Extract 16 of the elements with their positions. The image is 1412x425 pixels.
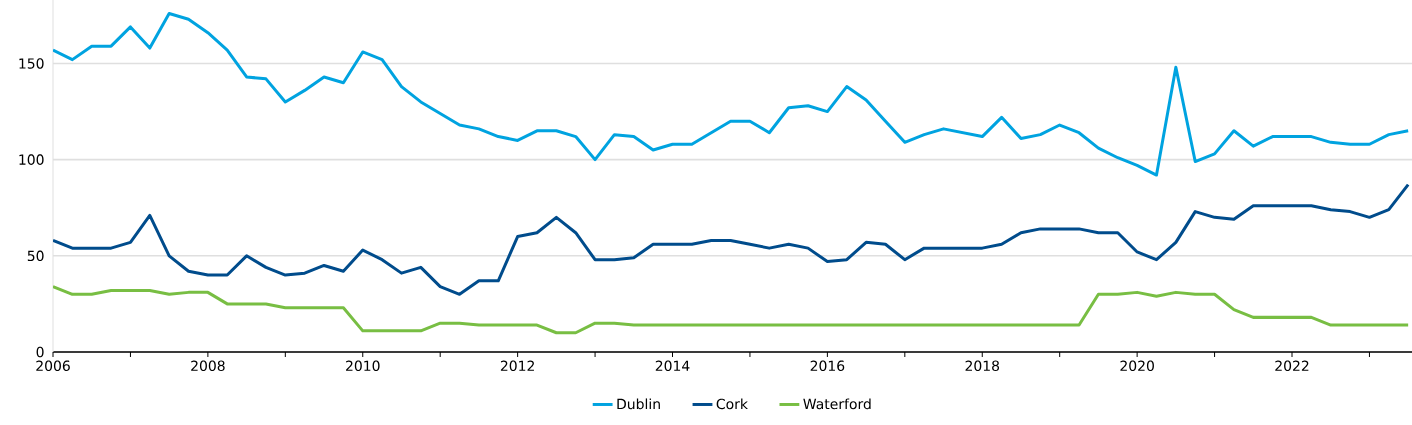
x-tick-label: 2016	[810, 360, 845, 372]
legend-label: Cork	[716, 398, 748, 410]
y-tick-label: 100	[19, 154, 44, 165]
x-tick-label: 2008	[191, 360, 225, 372]
legend-label: Waterford	[803, 398, 871, 410]
x-tick-label: 2010	[346, 360, 380, 372]
y-tick-label: 0	[36, 346, 44, 358]
x-tick-label: 2006	[36, 360, 70, 372]
x-tick-label: 2022	[1275, 360, 1309, 372]
y-tick-label: 50	[27, 250, 44, 262]
x-tick-label: 2012	[500, 360, 534, 372]
x-tick-label: 2014	[655, 360, 690, 372]
x-tick-label: 2020	[1120, 360, 1154, 372]
x-tick-label: 2018	[965, 360, 1000, 372]
legend-label: Dublin	[617, 398, 660, 410]
y-tick-label: 150	[19, 58, 44, 69]
